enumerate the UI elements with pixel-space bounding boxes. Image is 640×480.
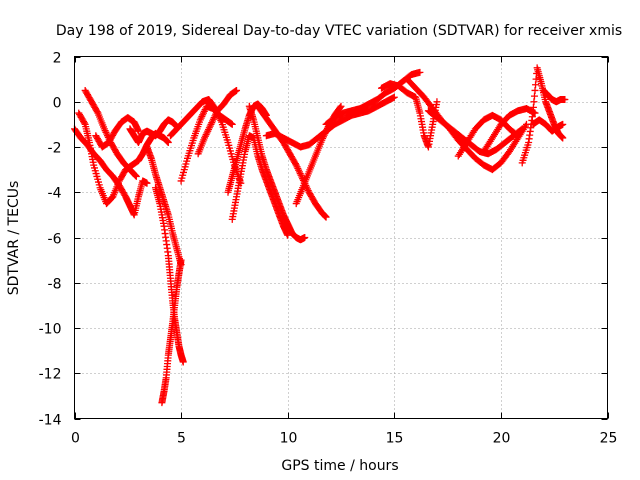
series-sat-s	[378, 80, 441, 151]
data-point-marker	[559, 120, 567, 128]
y-tick-label: -12	[39, 367, 62, 383]
series-sat-k	[194, 86, 241, 158]
x-tick-label: 10	[280, 431, 298, 447]
data-point-marker	[93, 108, 101, 116]
y-tick-label: -2	[48, 141, 62, 157]
data-point-marker	[322, 213, 330, 221]
chart-title: Day 198 of 2019, Sidereal Day-to-day VTE…	[56, 23, 622, 39]
data-point-marker	[433, 98, 441, 106]
plot-border	[74, 56, 608, 419]
series-sat-y	[529, 116, 567, 135]
y-tick-label: -14	[39, 413, 62, 429]
series-sat-w	[480, 105, 539, 156]
y-tick-label: -8	[48, 277, 62, 293]
data-point-marker	[336, 103, 344, 111]
y-tick-label: 2	[53, 51, 62, 67]
x-tick-label: 15	[386, 431, 404, 447]
data-point-marker	[416, 68, 424, 76]
y-tick-label: 0	[53, 96, 62, 112]
y-tick-label: -6	[48, 232, 62, 248]
series-sat-d	[92, 114, 142, 151]
data-points	[71, 64, 569, 407]
data-point-marker	[284, 231, 292, 239]
x-tick-labels: 0 5 10 15 20 25	[71, 431, 617, 447]
data-point-marker	[559, 134, 567, 142]
series-sat-v	[454, 111, 522, 160]
data-point-marker	[301, 234, 309, 241]
data-point-marker	[80, 119, 88, 127]
x-tick-label: 20	[493, 431, 511, 447]
series-sat-l	[224, 100, 270, 196]
data-point-marker	[390, 93, 398, 101]
data-point-marker	[514, 132, 522, 140]
data-point-marker	[179, 358, 187, 366]
axis-ticks	[74, 56, 609, 420]
series-sat-c	[81, 86, 140, 180]
data-point-marker	[233, 86, 241, 94]
data-point-marker	[517, 126, 525, 134]
data-point-marker	[291, 160, 299, 168]
data-point-marker	[513, 131, 521, 139]
data-point-marker	[164, 138, 172, 146]
x-tick-label: 25	[600, 431, 618, 447]
y-tick-label: -4	[48, 186, 62, 202]
data-point-marker	[518, 125, 526, 133]
y-axis-label: SDTVAR / TECUs	[6, 181, 22, 296]
series-sat-i	[166, 95, 245, 187]
data-point-marker	[561, 95, 569, 103]
x-tick-label: 0	[71, 431, 80, 447]
data-point-marker	[132, 172, 140, 180]
x-axis-label: GPS time / hours	[281, 458, 398, 474]
series-sat-h	[158, 256, 185, 407]
series-sat-u	[424, 107, 526, 158]
data-point-marker	[143, 179, 151, 187]
x-tick-label: 5	[177, 431, 186, 447]
series-sat-b	[75, 109, 172, 208]
y-tick-labels: 2 0 -2 -4 -6 -8 -10 -12 -14	[39, 51, 62, 429]
data-point-marker	[228, 120, 236, 128]
data-point-marker	[337, 102, 345, 110]
data-point-marker	[134, 127, 142, 135]
series-sat-q	[262, 93, 398, 151]
data-point-marker	[132, 172, 140, 180]
data-point-marker	[177, 256, 185, 264]
series-sat-n	[245, 102, 309, 244]
series-sat-z	[540, 86, 569, 106]
y-tick-label: -10	[39, 322, 62, 338]
series-sat-j	[177, 102, 236, 185]
